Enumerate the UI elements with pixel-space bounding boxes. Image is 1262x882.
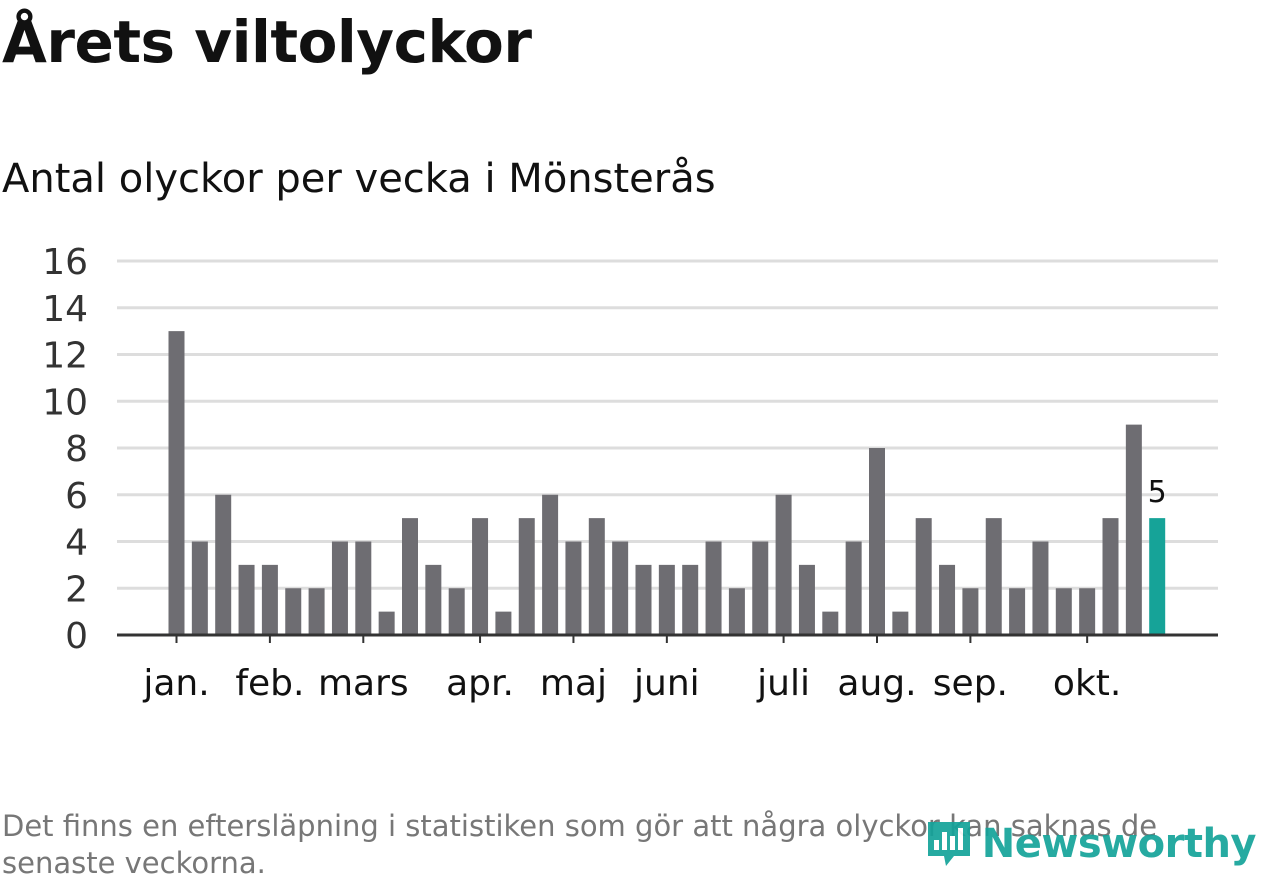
bar <box>448 588 465 635</box>
bar <box>798 564 815 635</box>
bar <box>588 518 605 635</box>
bar <box>378 611 395 635</box>
bar <box>285 588 302 635</box>
y-tick-label: 0 <box>65 616 88 657</box>
y-tick-label: 6 <box>65 476 88 517</box>
bar <box>705 541 722 635</box>
bar <box>1009 588 1026 635</box>
x-tick-label: feb. <box>235 663 304 704</box>
y-tick-label: 10 <box>42 382 88 423</box>
y-tick-label: 8 <box>65 429 88 470</box>
bar <box>892 611 909 635</box>
bar <box>402 518 418 635</box>
bar <box>869 448 885 635</box>
bar <box>1055 588 1072 635</box>
x-tick-label: maj <box>540 663 607 704</box>
chart-subtitle: Antal olyckor per vecka i Mönsterås <box>2 156 716 202</box>
bar <box>962 588 979 635</box>
x-tick-label: juni <box>633 663 700 704</box>
data-label-current-week: 5 <box>1148 475 1167 510</box>
bar <box>565 541 582 635</box>
brand-name: Newsworthy <box>981 821 1257 867</box>
bar <box>682 564 699 635</box>
bar <box>261 564 278 635</box>
y-tick-label: 16 <box>42 242 88 283</box>
y-axis-ticks: 0 2 4 6 8 10 12 14 16 <box>42 242 88 657</box>
chart-title: Årets viltolyckor <box>2 8 532 76</box>
bar <box>635 564 652 635</box>
bar <box>495 611 512 635</box>
bar <box>472 518 489 635</box>
bar <box>612 541 629 635</box>
y-tick-label: 14 <box>42 289 88 330</box>
x-tick-label: apr. <box>446 663 514 704</box>
bar <box>658 564 675 635</box>
x-axis-month-labels: jan. feb. mars apr. maj juni juli aug. sep. okt. <box>142 635 1121 704</box>
grid-lines <box>117 259 1218 590</box>
bar <box>939 564 956 635</box>
bar <box>985 518 1002 635</box>
bar-chart: 0 2 4 6 8 10 12 14 16 jan. feb. mars apr. maj juni jul… <box>42 242 1218 704</box>
x-tick-label: sep. <box>933 663 1008 704</box>
bar <box>331 541 348 635</box>
bar <box>308 588 325 635</box>
bar <box>915 518 932 635</box>
bar <box>775 494 792 635</box>
x-tick-label: aug. <box>837 663 916 704</box>
bar <box>1125 424 1142 635</box>
bar <box>191 541 208 635</box>
x-tick-label: mars <box>318 663 409 704</box>
bar <box>752 541 769 635</box>
y-tick-label: 12 <box>42 336 88 377</box>
bar <box>215 494 232 635</box>
bar <box>1102 518 1119 635</box>
bar <box>845 541 862 635</box>
bar <box>425 564 442 635</box>
bar <box>1079 588 1096 635</box>
data-labels: 5 <box>1148 475 1167 510</box>
newsworthy-logo-icon <box>927 822 970 866</box>
x-tick-label: okt. <box>1053 663 1121 704</box>
bar <box>1032 541 1049 635</box>
bar <box>168 331 185 635</box>
bar <box>542 494 559 635</box>
x-tick-label: juli <box>756 663 810 704</box>
bar-current-week <box>1149 518 1166 635</box>
bar <box>518 518 535 635</box>
brand-logo: Newsworthy <box>924 818 1257 870</box>
y-tick-label: 4 <box>65 523 88 564</box>
bar <box>355 541 372 635</box>
bar <box>238 564 255 635</box>
x-tick-label: jan. <box>142 663 209 704</box>
y-tick-label: 2 <box>65 569 88 610</box>
bar <box>728 588 745 635</box>
bars <box>168 331 1166 635</box>
bar <box>822 611 839 635</box>
